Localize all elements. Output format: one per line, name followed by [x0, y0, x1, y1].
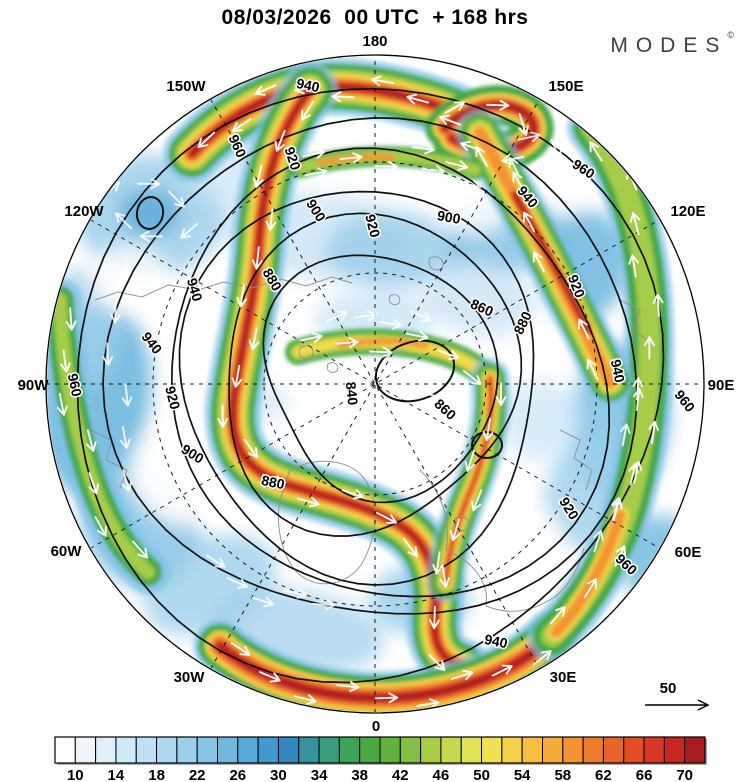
contour-label: 940 [608, 358, 629, 384]
colorbar-cell [399, 736, 422, 764]
colorbar-cell [318, 736, 340, 764]
colorbar-cell [440, 736, 462, 764]
colorbar-tick-label: 50 [473, 767, 490, 782]
colorbar-cell [196, 736, 219, 764]
colorbar-tick-label: 26 [229, 767, 246, 782]
colorbar-cell [359, 736, 381, 764]
longitude-label: 0 [372, 718, 380, 735]
colorbar-tick-label: 66 [636, 767, 653, 782]
colorbar-tick-label: 18 [148, 767, 165, 782]
colorbar-cell [237, 736, 259, 764]
colorbar-cell [54, 736, 76, 764]
longitude-label: 30E [550, 669, 577, 686]
longitude-label: 150E [548, 78, 583, 95]
colorbar-cell [542, 736, 564, 764]
colorbar-tick-label: 34 [311, 767, 328, 782]
contour-label: 900 [436, 207, 462, 227]
modes-logo: MODES© [610, 30, 734, 58]
modes-logo-text: MODES [610, 34, 728, 57]
colorbar-cell [684, 736, 706, 764]
colorbar-cell [602, 736, 625, 764]
colorbar-tick-label: 62 [595, 767, 612, 782]
colorbar-cell [521, 736, 544, 764]
colorbar-cell [663, 736, 686, 764]
reference-arrow: 50 [645, 680, 710, 711]
longitude-label: 180 [362, 33, 387, 50]
contour-label: 840 [343, 381, 361, 406]
contour-label: 940 [483, 631, 509, 652]
colorbar-cell [298, 736, 320, 764]
graticule [47, 56, 703, 712]
colorbar-tick-label: 10 [67, 767, 84, 782]
longitude-label: 90E [708, 377, 735, 394]
longitude-labels: 180 150W 150E 120W 120E 90W 90E 60W 60E 30W 30E 0 [18, 33, 735, 735]
colorbar-cell [74, 736, 97, 764]
contour-label: 960 [65, 372, 86, 398]
colorbar-tick-label: 58 [554, 767, 571, 782]
reference-arrow-icon [645, 699, 710, 711]
colorbar-cell [217, 736, 239, 764]
colorbar-cell [95, 736, 117, 764]
colorbar-cell [420, 736, 442, 764]
contour-label: 940 [295, 75, 321, 96]
colorbar-cell [582, 736, 604, 764]
colorbar-tick-label: 70 [676, 767, 693, 782]
longitude-label: 90W [18, 377, 50, 394]
modes-logo-mark: © [727, 30, 734, 40]
colorbar-cell [460, 736, 483, 764]
colorbar-cell [338, 736, 361, 764]
colorbar-cell [257, 736, 279, 764]
colorbar-cell [135, 736, 158, 764]
colorbar-cell [156, 736, 178, 764]
colorbar-tick-label: 54 [514, 767, 531, 782]
page-title: 08/03/2026 00 UTC + 168 hrs [221, 6, 529, 29]
colorbar-tick-label: 22 [189, 767, 206, 782]
colorbar-cell [115, 736, 137, 764]
map-rim [45, 54, 705, 714]
longitude-label: 150W [166, 78, 206, 95]
colorbar-tick-label: 42 [392, 767, 409, 782]
longitude-label: 60W [51, 543, 83, 560]
colorbar-cell [277, 736, 300, 764]
colorbar-cell [501, 736, 523, 764]
colorbar-cell [623, 736, 645, 764]
colorbar-cell [379, 736, 401, 764]
map-field [47, 56, 703, 712]
colorbar-tick-label: 14 [108, 767, 125, 782]
colorbar-tick-label: 30 [270, 767, 287, 782]
colorbar: 10 14 18 22 26 30 34 38 42 46 50 54 58 62 66 70 [54, 736, 707, 782]
longitude-label: 60E [675, 544, 702, 561]
longitude-label: 120W [64, 203, 104, 220]
colorbar-tick-label: 38 [351, 767, 368, 782]
colorbar-cell [481, 736, 503, 764]
reference-arrow-label: 50 [660, 680, 677, 697]
colorbar-cell [562, 736, 584, 764]
contour-label: 880 [260, 472, 286, 493]
colorbar-cell [643, 736, 665, 764]
colorbar-tick-label: 46 [433, 767, 450, 782]
longitude-label: 120E [670, 203, 705, 220]
longitude-label: 30W [174, 669, 206, 686]
colorbar-cell [176, 736, 198, 764]
